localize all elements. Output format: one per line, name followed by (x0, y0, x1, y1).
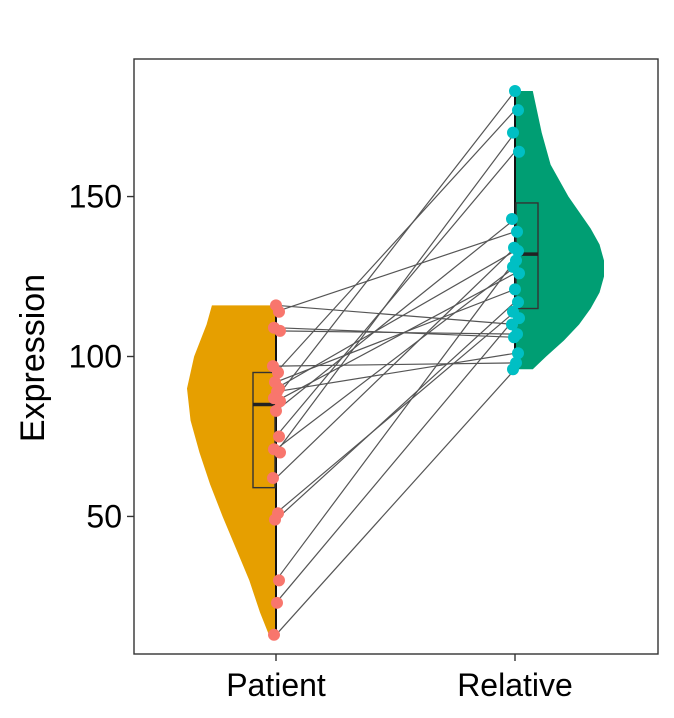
point-patient-16 (267, 472, 279, 485)
point-patient-19 (273, 574, 285, 587)
pair-line-2 (275, 231, 516, 313)
point-relative-13 (512, 296, 524, 309)
point-relative-12 (509, 283, 521, 296)
pair-line-10 (275, 90, 516, 399)
point-patient-12 (270, 404, 282, 417)
pair-line-6 (275, 109, 516, 373)
pair-line-11 (275, 272, 516, 402)
point-relative-11 (513, 267, 525, 280)
data-points (267, 84, 525, 641)
paired-lines (275, 90, 516, 636)
point-relative-5 (506, 212, 518, 225)
x-tick-label-patient: Patient (226, 667, 326, 703)
point-relative-4 (513, 145, 525, 158)
pair-line-21 (275, 368, 516, 636)
box-patient (252, 371, 276, 489)
point-relative-3 (507, 126, 519, 139)
pair-line-20 (275, 317, 516, 604)
pair-line-7 (275, 288, 516, 383)
point-patient-20 (271, 596, 283, 609)
pair-line-19 (275, 260, 516, 581)
point-patient-15 (274, 446, 286, 459)
pair-line-12 (275, 218, 516, 412)
pair-line-9 (275, 352, 516, 393)
point-relative-21 (507, 363, 519, 376)
pair-line-13 (275, 151, 516, 437)
pair-line-4 (275, 330, 516, 335)
violin-relative (515, 90, 604, 370)
y-tick-label-50: 50 (86, 498, 122, 534)
point-relative-16 (506, 318, 518, 331)
point-relative-1 (509, 84, 521, 97)
point-patient-2 (273, 305, 285, 318)
y-tick-label-150: 150 (69, 179, 122, 215)
y-tick-label-100: 100 (69, 339, 122, 375)
point-relative-19 (512, 347, 524, 360)
point-patient-21 (268, 628, 280, 641)
point-relative-6 (511, 225, 523, 238)
pair-line-17 (275, 311, 516, 514)
pair-line-16 (275, 247, 516, 479)
point-relative-2 (512, 104, 524, 117)
point-patient-18 (269, 513, 281, 526)
pair-line-14 (275, 266, 516, 450)
y-axis-title: Expression (14, 274, 52, 442)
y-axis: 50 100 150 (69, 179, 134, 534)
point-relative-18 (508, 331, 520, 344)
point-patient-13 (273, 430, 285, 443)
pair-line-15 (275, 132, 516, 453)
x-axis: Patient Relative (226, 654, 573, 703)
x-tick-label-relative: Relative (457, 667, 573, 703)
half-violins (187, 90, 604, 635)
point-relative-8 (512, 244, 524, 257)
violin-patient (187, 305, 276, 635)
pair-line-18 (275, 301, 516, 521)
pair-line-8 (275, 250, 516, 390)
point-patient-4 (274, 324, 286, 337)
